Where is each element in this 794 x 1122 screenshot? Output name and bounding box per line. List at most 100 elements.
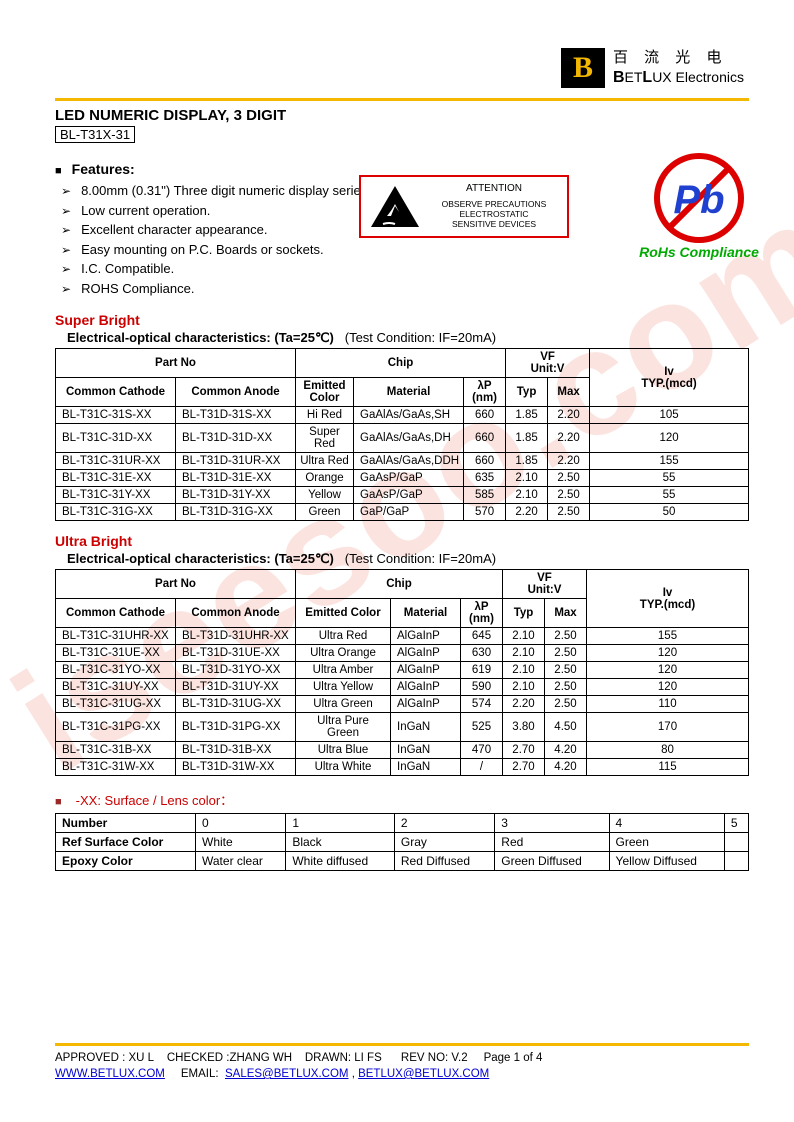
section-ultra-bright: Ultra Bright [55,533,749,549]
footer-email2-link[interactable]: BETLUX@BETLUX.COM [358,1068,489,1080]
table-cell: 470 [461,742,503,759]
table-cell: 155 [587,628,749,645]
footer-url-link[interactable]: WWW.BETLUX.COM [55,1068,165,1080]
table-cell: GaAlAs/GaAs,DDH [354,453,464,470]
table-cell: 4.20 [545,759,587,776]
table-cell: Ultra Red [296,453,354,470]
table-cell: 4.20 [545,742,587,759]
table-cell: 120 [587,645,749,662]
table-cell: Ultra Amber [296,662,391,679]
table-row: BL-T31C-31D-XXBL-T31D-31D-XXSuper RedGaA… [56,424,749,453]
table-cell: BL-T31D-31YO-XX [176,662,296,679]
lens-col: 4 [609,814,724,833]
th-ca: Common Anode [176,599,296,628]
lens-col: 1 [286,814,395,833]
table-cell: 2.70 [503,742,545,759]
lens-cell [724,852,748,871]
table-cell: 635 [464,470,506,487]
table-cell: BL-T31D-31UR-XX [176,453,296,470]
table-cell: Yellow [296,487,354,504]
footer-checked: CHECKED :ZHANG WH [167,1052,292,1064]
table-cell: BL-T31C-31Y-XX [56,487,176,504]
table-cell: 155 [590,453,749,470]
table-row: BL-T31C-31S-XXBL-T31D-31S-XXHi RedGaAlAs… [56,407,749,424]
logo-text: 百 流 光 电 BETLUX Electronics [613,48,744,88]
table-cell: BL-T31D-31S-XX [176,407,296,424]
table-cell: BL-T31C-31UR-XX [56,453,176,470]
part-number-box: BL-T31X-31 [55,126,135,143]
ub-subtitle: Electrical-optical characteristics: (Ta=… [67,551,749,567]
footer-rule [55,1043,749,1046]
table-cell: 2.50 [545,696,587,713]
lens-cell: Yellow Diffused [609,852,724,871]
table-cell: BL-T31C-31E-XX [56,470,176,487]
esd-line: SENSITIVE DEVICES [429,219,559,229]
table-cell: 2.20 [503,696,545,713]
table-cell: 2.20 [506,504,548,521]
footer-page: Page 1 of 4 [484,1052,543,1064]
table-cell: 2.10 [503,662,545,679]
table-cell: 1.85 [506,407,548,424]
sb-condition: (Test Condition: IF=20mA) [345,330,496,345]
th-vf: VFUnit:V [503,570,587,599]
sb-subtitle: Electrical-optical characteristics: (Ta=… [67,330,749,346]
table-cell: 55 [590,487,749,504]
esd-attention: ATTENTION [429,183,559,195]
table-cell: InGaN [391,759,461,776]
table-row: BL-T31C-31B-XXBL-T31D-31B-XXUltra BlueIn… [56,742,749,759]
table-cell: 570 [464,504,506,521]
table-cell: 110 [587,696,749,713]
logo-chinese: 百 流 光 电 [613,48,744,68]
page-container: B 百 流 光 电 BETLUX Electronics LED NUMERIC… [0,0,794,901]
table-cell: 660 [464,407,506,424]
rohs-badge: Pb RoHs Compliance [639,151,759,260]
table-cell: BL-T31C-31S-XX [56,407,176,424]
table-cell: 2.20 [548,424,590,453]
table-cell: 50 [590,504,749,521]
table-cell: BL-T31D-31E-XX [176,470,296,487]
table-cell: 2.10 [506,470,548,487]
table-cell: Ultra White [296,759,391,776]
table-cell: 660 [464,453,506,470]
table-cell: BL-T31C-31B-XX [56,742,176,759]
table-cell: Ultra Red [296,628,391,645]
table-cell: BL-T31D-31D-XX [176,424,296,453]
page-footer: APPROVED : XU L CHECKED :ZHANG WH DRAWN:… [55,1043,749,1082]
footer-rev: REV NO: V.2 [401,1052,468,1064]
esd-triangle-icon [369,184,421,229]
table-cell: GaAsP/GaP [354,470,464,487]
table-row: BL-T31C-31G-XXBL-T31D-31G-XXGreenGaP/GaP… [56,504,749,521]
th-number: Number [56,814,196,833]
table-cell: 55 [590,470,749,487]
pb-free-icon: Pb [652,151,747,246]
table-cell: 2.50 [548,470,590,487]
table-cell: BL-T31C-31YO-XX [56,662,176,679]
table-cell: 525 [461,713,503,742]
table-cell: 2.50 [545,628,587,645]
logo-b2: L [642,69,652,86]
table-cell: BL-T31C-31UHR-XX [56,628,176,645]
title-rule [55,98,749,101]
footer-email1-link[interactable]: SALES@BETLUX.COM [225,1068,349,1080]
table-cell: AlGaInP [391,696,461,713]
th-partno: Part No [56,570,296,599]
lens-cell: Red [495,833,609,852]
footer-text: APPROVED : XU L CHECKED :ZHANG WH DRAWN:… [55,1050,749,1082]
table-cell: 1.85 [506,424,548,453]
logo-r1: ET [625,69,643,85]
table-cell: 2.50 [548,504,590,521]
table-cell: AlGaInP [391,679,461,696]
table-cell: 660 [464,424,506,453]
table-cell: Ultra Orange [296,645,391,662]
table-cell: 120 [590,424,749,453]
table-cell: 590 [461,679,503,696]
table-row: BL-T31C-31Y-XXBL-T31D-31Y-XXYellowGaAsP/… [56,487,749,504]
th-cc: Common Cathode [56,599,176,628]
table-cell: 645 [461,628,503,645]
th-lp: λP(nm) [461,599,503,628]
th-ecolor: Emitted Color [296,378,354,407]
table-cell: Orange [296,470,354,487]
table-cell: 2.20 [548,407,590,424]
table-cell: BL-T31D-31G-XX [176,504,296,521]
table-cell: GaAlAs/GaAs,DH [354,424,464,453]
